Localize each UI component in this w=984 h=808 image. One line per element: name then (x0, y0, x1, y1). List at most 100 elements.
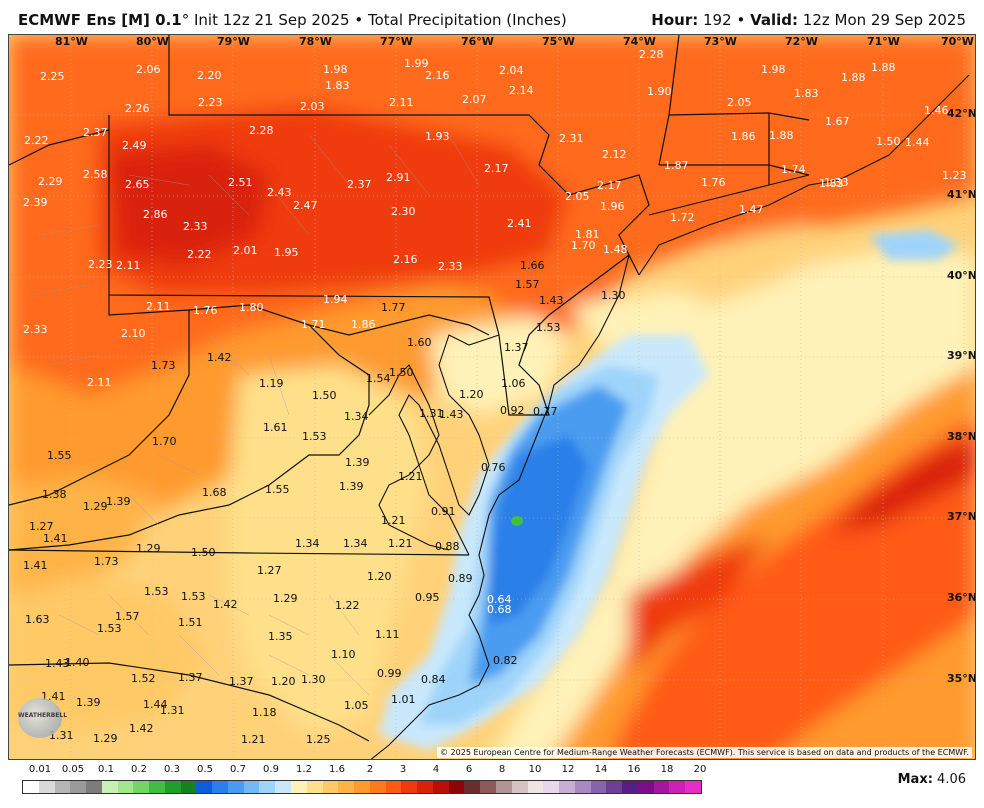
precip-value-label: 1.52 (131, 672, 156, 685)
legend-swatch (117, 781, 134, 793)
precip-value-label: 1.83 (325, 79, 350, 92)
precip-value-label: 2.06 (136, 63, 161, 76)
precip-value-label: 2.86 (143, 208, 168, 221)
valid-label: Valid: (750, 11, 799, 29)
longitude-label: 80°W (136, 35, 169, 48)
legend-swatch (464, 781, 481, 793)
precip-value-label: 1.29 (136, 542, 161, 555)
precip-value-label: 2.49 (122, 139, 147, 152)
precip-value-label: 1.53 (144, 585, 169, 598)
legend-swatch (637, 781, 654, 793)
precip-value-label: 1.90 (647, 85, 672, 98)
precip-value-label: 1.74 (781, 163, 806, 176)
legend-tick-label: 0.05 (61, 764, 85, 775)
precip-value-label: 2.03 (300, 100, 325, 113)
hour-value: 192 (703, 11, 732, 29)
precip-value-label: 2.22 (24, 134, 49, 147)
legend-swatch (448, 781, 465, 793)
precip-value-label: 1.55 (47, 449, 72, 462)
precip-value-label: 2.20 (197, 69, 222, 82)
precip-value-label: 1.37 (504, 341, 529, 354)
precip-value-label: 2.33 (438, 260, 463, 273)
precip-value-label: 1.31 (419, 407, 444, 420)
precip-value-label: 1.43 (539, 294, 564, 307)
precip-value-label: 1.41 (43, 532, 68, 545)
legend-swatch (653, 781, 670, 793)
precip-value-label: 1.57 (515, 278, 540, 291)
legend-tick-label: 0.01 (28, 764, 52, 775)
precip-value-label: 1.83 (794, 87, 819, 100)
precip-value-label: 2.51 (228, 176, 253, 189)
precip-value-label: 2.17 (484, 162, 509, 175)
precip-value-label: 1.40 (65, 656, 90, 669)
precip-value-label: 2.33 (183, 220, 208, 233)
valid-value: 12z Mon 29 Sep 2025 (802, 11, 966, 29)
header-bar: ECMWF Ens [M] 0.1° Init 12z 21 Sep 2025 … (0, 0, 984, 34)
precip-value-label: 1.57 (115, 610, 140, 623)
precip-value-label: 1.47 (739, 203, 764, 216)
legend-swatch (227, 781, 244, 793)
precip-value-label: 1.70 (152, 435, 177, 448)
precip-value-label: 1.25 (306, 733, 331, 746)
longitude-label: 71°W (867, 35, 900, 48)
precip-value-label: 1.42 (129, 722, 154, 735)
precip-value-label: 1.48 (603, 243, 628, 256)
precip-value-label: 2.23 (198, 96, 223, 109)
bullet-separator: • (354, 11, 364, 29)
longitude-label: 77°W (380, 35, 413, 48)
precip-value-label: 1.50 (312, 389, 337, 402)
precip-value-label: 1.83 (819, 177, 844, 190)
legend-tick-label: 6 (465, 764, 473, 775)
precip-value-label: 1.54 (366, 372, 391, 385)
bullet-separator-2: • (736, 11, 746, 29)
legend-swatch (543, 781, 560, 793)
legend-tick-label: 0.9 (263, 764, 279, 775)
legend-tick-label: 0.7 (230, 764, 246, 775)
precip-value-label: 1.63 (25, 613, 50, 626)
precip-value-label: 2.04 (499, 64, 524, 77)
precip-value-label: 2.23 (88, 258, 113, 271)
precip-value-label: 1.20 (367, 570, 392, 583)
precip-value-label: 1.50 (389, 366, 414, 379)
precipitation-map[interactable]: 81°W 80°W 79°W 78°W 77°W 76°W 75°W 74°W 73°W 72°W… (8, 34, 976, 760)
precip-value-label: 2.25 (40, 70, 65, 83)
legend-tick-label: 0.5 (197, 764, 213, 775)
legend-swatch (385, 781, 402, 793)
precip-value-label: 1.39 (345, 456, 370, 469)
legend-swatch (291, 781, 307, 793)
field-name: Total Precipitation (Inches) (367, 11, 567, 29)
legend-swatch (511, 781, 528, 793)
precip-value-label: 1.46 (924, 104, 949, 117)
precip-value-label: 1.29 (273, 592, 298, 605)
precip-values-cool: 1.66 1.57 1.43 1.30 1.77 1.53 1.60 1.37 1.42 1.73… (23, 259, 626, 746)
precip-value-label: 1.06 (501, 377, 526, 390)
precip-value-label: 1.27 (29, 520, 54, 533)
precip-value-label: 0.68 (487, 603, 512, 616)
precip-value-label: 1.73 (151, 359, 176, 372)
legend-tick-label: 20 (693, 764, 707, 775)
precip-value-label: 1.43 (45, 657, 70, 670)
precip-value-label: 2.26 (125, 102, 150, 115)
precip-value-label: 1.50 (191, 546, 216, 559)
precip-value-label: 1.39 (339, 480, 364, 493)
precip-value-label: 0.92 (500, 404, 525, 417)
precip-value-label: 1.77 (381, 301, 406, 314)
precip-value-label: 1.33 (824, 176, 849, 189)
legend-swatch (495, 781, 512, 793)
precip-value-label: 1.51 (178, 616, 203, 629)
max-value-label: Max: 4.06 (898, 772, 966, 787)
legend-swatch (559, 781, 575, 793)
longitude-labels: 81°W 80°W 79°W 78°W 77°W 76°W 75°W 74°W 73°W 72°W… (55, 35, 974, 48)
legend-swatch (306, 781, 323, 793)
precip-value-label: 1.39 (76, 696, 101, 709)
precip-value-label: 1.18 (252, 706, 277, 719)
precip-value-label: 1.39 (106, 495, 131, 508)
legend-swatch (574, 781, 591, 793)
precip-value-label: 2.30 (391, 205, 416, 218)
precip-value-label: 1.19 (259, 377, 284, 390)
legend-swatch (243, 781, 260, 793)
legend-swatch (54, 781, 71, 793)
precip-value-label: 2.05 (565, 190, 590, 203)
precip-value-label: 2.10 (121, 327, 146, 340)
legend-tick-label: 12 (561, 764, 575, 775)
